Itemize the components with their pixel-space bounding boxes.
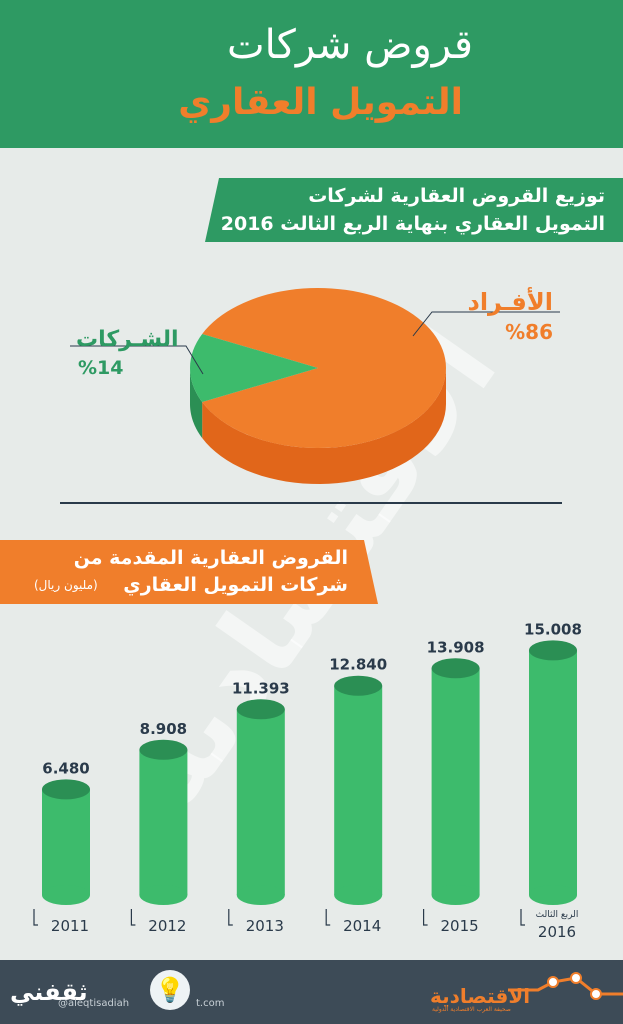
footer: ثقفني @aleqtisadiah 💡 t.com الاقتصادية ص… [0,960,623,1024]
pie-slice-companies [190,333,318,403]
bar-section-unit: (مليون ريال) [34,578,98,592]
bar-2015 [431,658,480,905]
bar-value-label: 11.393 [232,679,290,697]
x-tick-label: 2015 [441,917,479,935]
page-subtitle: التمويل العقاري [178,82,463,123]
pie-side-companies [190,368,203,439]
bar-value-label: 12.840 [329,656,387,674]
pie-chart [70,288,560,484]
axis-tick [33,909,38,926]
axis-tick [520,909,525,926]
bar-value-label: 6.480 [42,759,89,777]
pie-section-title-line1: توزيع القروض العقارية لشركات [308,185,605,207]
pie-value-individuals: %86 [505,320,553,344]
pie-banner-shape [205,178,623,242]
x-tick-note: الربع الثالث [536,910,579,920]
x-tick-label: 2012 [148,917,186,935]
bar-value-label: 8.908 [140,720,187,738]
bar-2014 [334,675,383,905]
pie-section-title-line2: التمويل العقاري بنهاية الربع الثالث 2016 [220,213,605,235]
site-url: t.com [196,998,225,1009]
bar-value-label: 15.008 [524,620,582,638]
x-tick-label: 2011 [51,917,89,935]
bar-value-label: 13.908 [427,638,485,656]
pie-section-banner: توزيع القروض العقارية لشركات التمويل الع… [205,178,623,242]
section-divider [60,502,562,504]
bar-section-banner: القروض العقارية المقدمة من شركات التمويل… [0,540,378,604]
bar-2011 [42,779,90,905]
pie-label-individuals: الأفـراد [467,288,554,316]
pie-side-individuals [202,368,446,484]
leader-line-companies [70,345,204,375]
bar-banner-shape [0,540,378,604]
pie-value-companies: %14 [78,357,124,379]
bar-2013 [236,699,285,905]
bar-2012 [139,739,188,905]
bar-2016 [529,640,577,905]
axis-tick [130,909,136,926]
pie-label-companies: الشـركات [76,327,179,352]
social-handle: @aleqtisadiah [58,998,130,1009]
lightbulb-icon: 💡 [150,970,190,1010]
x-tick-label: 2013 [246,917,284,935]
axis-tick [423,909,428,926]
pie-slice-individuals [202,288,446,448]
x-tick-label: 2016 [538,923,576,941]
axis-tick [228,909,233,926]
bar-section-title-line2: شركات التمويل العقاري [123,574,348,596]
bar-chart: 6.480 2011 8.908 2012 11.393 2013 12.840 2014 13… [33,620,582,941]
thaqafni-logo: ثقفني [10,978,88,1006]
page-title: قروض شركات [226,22,473,68]
header-banner: قروض شركات التمويل العقاري [0,0,623,148]
aleqtisadiah-logo: الاقتصادية [430,984,531,1008]
aleqtisadiah-tagline: صحيفة العرب الاقتصادية الدولية [432,1006,511,1013]
x-tick-label: 2014 [343,917,381,935]
leader-line-individuals [412,311,560,337]
axis-tick [325,909,331,926]
bar-section-title-line1: القروض العقارية المقدمة من [73,547,348,569]
trend-line-icon [508,972,623,1000]
